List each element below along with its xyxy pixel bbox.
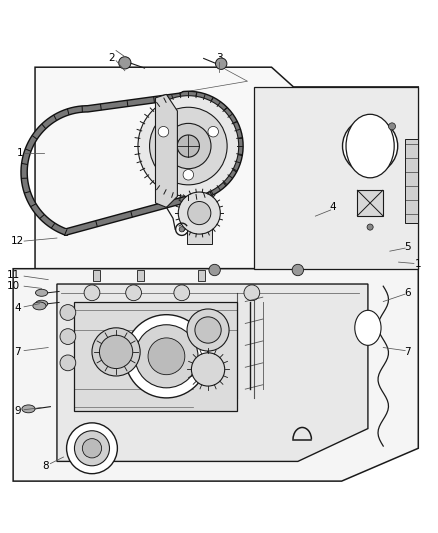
Ellipse shape [22,405,35,413]
Circle shape [119,56,131,69]
Polygon shape [13,269,418,481]
Polygon shape [57,284,368,462]
Circle shape [343,118,398,174]
Circle shape [60,355,76,371]
Circle shape [60,304,76,320]
Circle shape [244,285,260,301]
Circle shape [195,317,221,343]
Text: 4: 4 [14,303,21,313]
Text: 7: 7 [404,347,411,357]
Circle shape [126,285,141,301]
Circle shape [177,135,199,157]
Circle shape [138,96,239,197]
Circle shape [215,58,227,69]
Bar [187,213,212,244]
Text: 5: 5 [404,242,411,252]
Text: 1: 1 [16,148,23,158]
Polygon shape [155,94,177,207]
Ellipse shape [33,302,46,310]
Circle shape [149,107,227,185]
Circle shape [187,309,229,351]
Circle shape [389,123,396,130]
Text: 9: 9 [14,406,21,416]
Circle shape [84,285,100,301]
Text: 1: 1 [415,260,422,269]
Text: 11: 11 [7,270,20,280]
Circle shape [292,264,304,276]
Polygon shape [74,302,237,411]
Circle shape [174,285,190,301]
Text: 10: 10 [7,281,20,291]
Text: 8: 8 [42,461,49,471]
Ellipse shape [35,289,48,296]
Circle shape [183,169,194,180]
Text: 2: 2 [108,53,115,63]
Circle shape [166,123,211,169]
Circle shape [60,329,76,344]
Ellipse shape [346,114,394,178]
Bar [137,270,144,281]
Circle shape [191,353,225,386]
Circle shape [178,192,220,234]
Circle shape [99,335,133,368]
Circle shape [209,264,220,276]
Circle shape [188,201,211,224]
Circle shape [74,431,110,466]
Circle shape [367,224,373,230]
Circle shape [82,439,102,458]
Circle shape [208,126,219,137]
Text: 4: 4 [329,203,336,212]
Polygon shape [405,140,418,223]
Text: 6: 6 [404,288,411,298]
Bar [357,190,383,216]
Ellipse shape [35,300,48,307]
Text: 3: 3 [215,53,223,63]
Polygon shape [35,67,418,269]
Circle shape [148,338,185,375]
Circle shape [125,314,208,398]
Text: 12: 12 [11,236,24,246]
Circle shape [67,423,117,474]
Circle shape [158,126,169,137]
Polygon shape [254,87,418,269]
Bar [198,270,205,281]
Circle shape [92,328,140,376]
Circle shape [135,325,198,388]
Ellipse shape [355,310,381,345]
Bar [93,270,100,281]
Text: 7: 7 [14,347,21,357]
Circle shape [179,227,184,232]
